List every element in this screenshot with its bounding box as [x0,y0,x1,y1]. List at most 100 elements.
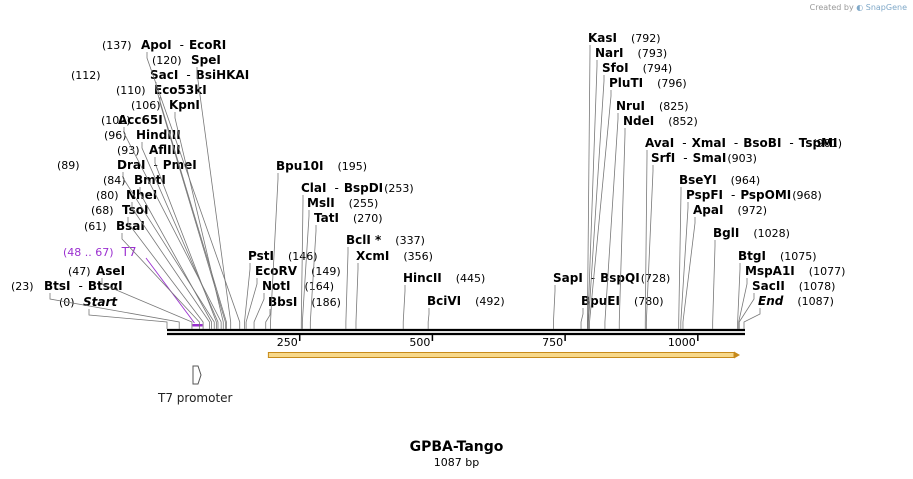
orf-arrowhead-icon [734,351,740,359]
site-name: NarI [595,46,624,60]
site-leader-line [553,285,556,329]
site-leader-line [146,52,241,329]
site-leader-line [737,263,741,329]
site-leader-line [301,210,310,329]
site-leader-line [270,173,279,329]
site-name: SpeI [191,53,221,67]
site-position: (1077) [809,265,846,278]
site-name: SrfI - SmaI [651,151,726,165]
site-btgi: BtgI (1075) [737,249,817,329]
site-name: ClaI - BspDI [301,181,383,195]
site-leader-line [49,293,180,329]
site-noti: NotI (164) [253,279,334,329]
site-leader-line [88,309,168,329]
site-name: MslI [307,196,335,210]
snapgene-credit: Created by ◐ SnapGene [810,3,907,12]
site-position: (0) [59,296,75,309]
site-name: PluTI [609,76,643,90]
site-acc65i: (102)Acc65I [101,113,222,329]
site-name: ApaI [693,203,723,217]
site-name: KpnI [169,98,200,112]
site-bpuei: BpuEI (780) [580,294,664,329]
site-leader-line [265,309,271,329]
site-psti: PstI (146) [244,249,318,329]
site-name: HincII [403,271,442,285]
site-position: (110) [116,84,146,97]
site-name: BciVI [427,294,461,308]
site-pluti: PluTI (796) [589,76,687,329]
site-pspfi: PspFI - PspOMI (968) [680,188,822,329]
site-position: (1078) [799,280,836,293]
site-position: (964) [731,174,761,187]
site-position: (903) [727,152,757,165]
site-position: (96) [104,129,127,142]
site-position: (253) [384,182,414,195]
site-ecorv: EcoRV (149) [245,264,341,329]
site-name: TsoI [122,203,148,217]
site-leader-line [587,60,598,329]
site-srfi: SrfI - SmaI (903) [645,151,757,329]
site-leader-line [402,285,406,329]
site-name: PstI [248,249,274,263]
site-apai: ApaI (972) [682,203,767,329]
site-bgli: BglI (1028) [712,226,790,329]
site-leader-line [139,187,212,329]
orf-bar [267,352,735,358]
site-name: End [758,294,784,308]
site-position: (1075) [780,250,817,263]
site-leader-line [680,202,689,329]
axis-tick-label: 1000 [668,336,696,349]
site-name: Acc65I [118,113,163,127]
site-position: (445) [456,272,486,285]
site-position: (112) [71,69,101,82]
site-sacii: SacII (1078) [738,279,836,329]
site-name: BclI * [346,233,382,247]
site-leader-line [123,127,222,329]
site-xcmi: XcmI (356) [355,249,433,329]
site-leader-line [174,112,224,329]
axis-tick-label: 250 [277,336,298,349]
site-asei: (47) AseI [68,264,193,329]
site-name: Bpu10I [276,159,323,173]
site-start: (0) Start [59,295,168,329]
site-leader-line [427,308,430,329]
site-mspa1i: MspA1I (1077) [738,264,846,329]
feature-bar [192,324,203,327]
site-position: (47) [68,265,91,278]
site-position: (972) [737,204,767,217]
site-leader-line [743,308,761,329]
snapgene-logo-icon: ◐ [856,3,864,12]
site-position: (825) [659,100,689,113]
site-leader-line [738,293,755,329]
site-name: BglI [713,226,739,240]
site-position: (120) [152,54,182,67]
site-spei: (120) SpeI [152,53,232,329]
site-position: (93) [117,144,140,157]
site-name: AvaI - XmaI - BsoBI - TspMI [645,136,838,150]
site-nhei: (80) NheI [96,188,210,329]
site-position: (195) [337,160,367,173]
site-position: (792) [631,32,661,45]
site-leader-line [589,90,612,329]
site-leader-line [244,263,251,329]
credit-prefix: Created by [809,3,854,12]
site-clai: ClaI - BspDI (253) [300,181,414,329]
site-leader-line [587,45,591,329]
site-end: End (1087) [743,294,834,329]
site-sfoi: SfoI (794) [588,61,672,329]
site-position: (149) [311,265,341,278]
site-msli: MslI (255) [301,196,378,329]
site-leader-line [131,202,210,329]
site-position: (137) [102,39,132,52]
site-leader-line [154,157,217,329]
site-leader-line [618,128,626,329]
site-avai: AvaI - XmaI - BsoBI - TspMI(901) [644,136,842,329]
site-bcivi: BciVI (492) [427,294,505,329]
site-leader-line [121,233,200,329]
site-leader-line [604,113,619,329]
site-position: (796) [657,77,687,90]
site-position: (793) [638,47,668,60]
feature-name: T7 promoter [157,391,233,405]
site-name: Eco53kI [154,83,207,97]
site-name: PspFI - PspOMI [686,188,791,202]
